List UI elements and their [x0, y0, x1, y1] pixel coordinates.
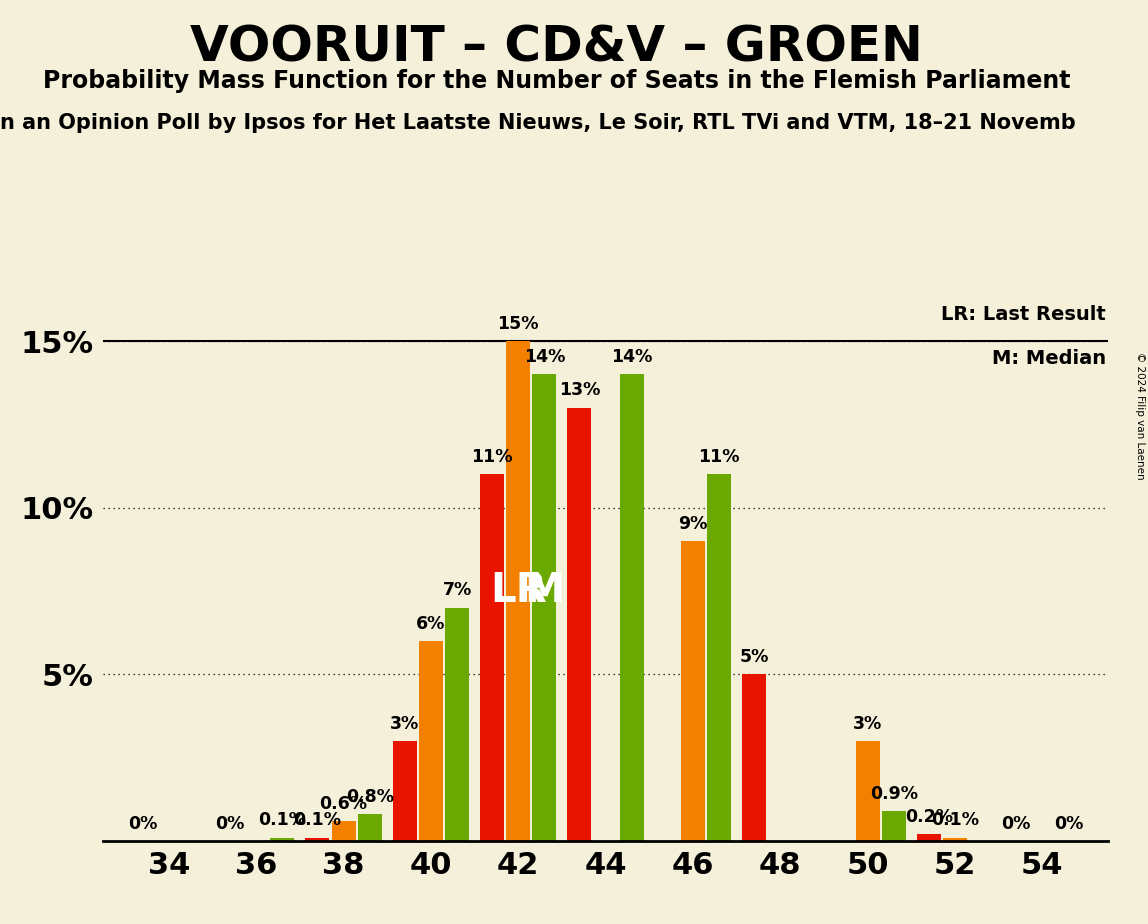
- Bar: [506, 341, 530, 841]
- Text: 0%: 0%: [1054, 815, 1084, 833]
- Text: VOORUIT – CD&V – GROEN: VOORUIT – CD&V – GROEN: [191, 23, 923, 71]
- Text: 3%: 3%: [853, 714, 883, 733]
- Bar: [358, 814, 382, 841]
- Bar: [681, 541, 705, 841]
- Text: 14%: 14%: [611, 348, 652, 366]
- Bar: [943, 837, 967, 841]
- Text: 7%: 7%: [442, 581, 472, 600]
- Text: 0.8%: 0.8%: [346, 788, 394, 806]
- Text: 6%: 6%: [417, 614, 445, 633]
- Text: M: M: [525, 571, 565, 611]
- Text: 3%: 3%: [390, 714, 419, 733]
- Text: 0.1%: 0.1%: [294, 811, 341, 829]
- Bar: [707, 474, 731, 841]
- Text: 13%: 13%: [559, 382, 600, 399]
- Bar: [567, 407, 591, 841]
- Bar: [742, 675, 766, 841]
- Bar: [271, 837, 294, 841]
- Text: 0.6%: 0.6%: [319, 795, 367, 812]
- Text: LR: LR: [490, 571, 546, 611]
- Text: 0.9%: 0.9%: [870, 784, 917, 803]
- Text: 0.1%: 0.1%: [258, 811, 307, 829]
- Text: 0.2%: 0.2%: [905, 808, 953, 826]
- Text: 15%: 15%: [497, 315, 538, 333]
- Text: 11%: 11%: [472, 448, 513, 466]
- Text: 0%: 0%: [1001, 815, 1031, 833]
- Bar: [393, 741, 417, 841]
- Bar: [882, 811, 906, 841]
- Text: LR: Last Result: LR: Last Result: [941, 305, 1106, 323]
- Text: 0%: 0%: [127, 815, 157, 833]
- Bar: [419, 641, 443, 841]
- Text: 11%: 11%: [698, 448, 739, 466]
- Text: M: Median: M: Median: [992, 348, 1106, 368]
- Bar: [480, 474, 504, 841]
- Text: 0.1%: 0.1%: [931, 811, 979, 829]
- Text: 9%: 9%: [678, 515, 707, 532]
- Bar: [305, 837, 329, 841]
- Bar: [917, 834, 940, 841]
- Bar: [445, 608, 470, 841]
- Text: © 2024 Filip van Laenen: © 2024 Filip van Laenen: [1135, 352, 1145, 480]
- Text: n an Opinion Poll by Ipsos for Het Laatste Nieuws, Le Soir, RTL TVi and VTM, 18–: n an Opinion Poll by Ipsos for Het Laats…: [0, 113, 1076, 133]
- Text: 14%: 14%: [523, 348, 565, 366]
- Bar: [620, 374, 644, 841]
- Text: 5%: 5%: [739, 648, 769, 666]
- Text: Probability Mass Function for the Number of Seats in the Flemish Parliament: Probability Mass Function for the Number…: [42, 69, 1071, 93]
- Bar: [332, 821, 356, 841]
- Text: 0%: 0%: [216, 815, 245, 833]
- Bar: [533, 374, 557, 841]
- Bar: [855, 741, 879, 841]
